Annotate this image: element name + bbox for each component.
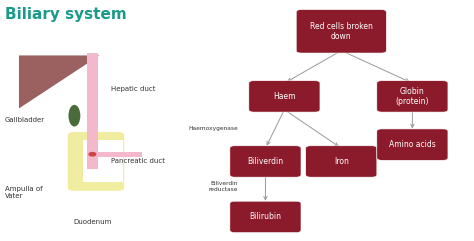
- Ellipse shape: [69, 105, 80, 127]
- Bar: [98, 152, 142, 157]
- FancyBboxPatch shape: [230, 201, 301, 233]
- Text: Gallbladder: Gallbladder: [5, 118, 45, 123]
- FancyBboxPatch shape: [306, 146, 377, 177]
- FancyBboxPatch shape: [377, 81, 448, 112]
- Circle shape: [89, 153, 96, 156]
- Text: Biliverdin: Biliverdin: [247, 157, 283, 166]
- Text: Hepatic duct: Hepatic duct: [111, 86, 156, 92]
- FancyBboxPatch shape: [377, 129, 448, 160]
- FancyBboxPatch shape: [296, 10, 386, 53]
- FancyBboxPatch shape: [249, 81, 320, 112]
- Text: Biliary system: Biliary system: [5, 7, 127, 22]
- Text: Red cells broken
down: Red cells broken down: [310, 22, 373, 41]
- Text: Amino acids: Amino acids: [389, 140, 436, 149]
- Text: Duodenum: Duodenum: [73, 219, 112, 225]
- FancyBboxPatch shape: [68, 132, 124, 191]
- Text: Iron: Iron: [334, 157, 349, 166]
- FancyBboxPatch shape: [230, 146, 301, 177]
- Text: Haem: Haem: [273, 92, 296, 101]
- Text: Ampulla of
Vater: Ampulla of Vater: [5, 186, 42, 199]
- Text: Globin
(protein): Globin (protein): [396, 87, 429, 106]
- Text: Bilirubin: Bilirubin: [249, 212, 282, 221]
- Polygon shape: [19, 55, 100, 108]
- Text: Pancreatic duct: Pancreatic duct: [111, 159, 165, 164]
- Bar: [87, 53, 98, 169]
- Text: Biliverdin
reductase: Biliverdin reductase: [209, 181, 238, 192]
- Text: Haemoxygenase: Haemoxygenase: [188, 127, 238, 131]
- Bar: [83, 140, 123, 182]
